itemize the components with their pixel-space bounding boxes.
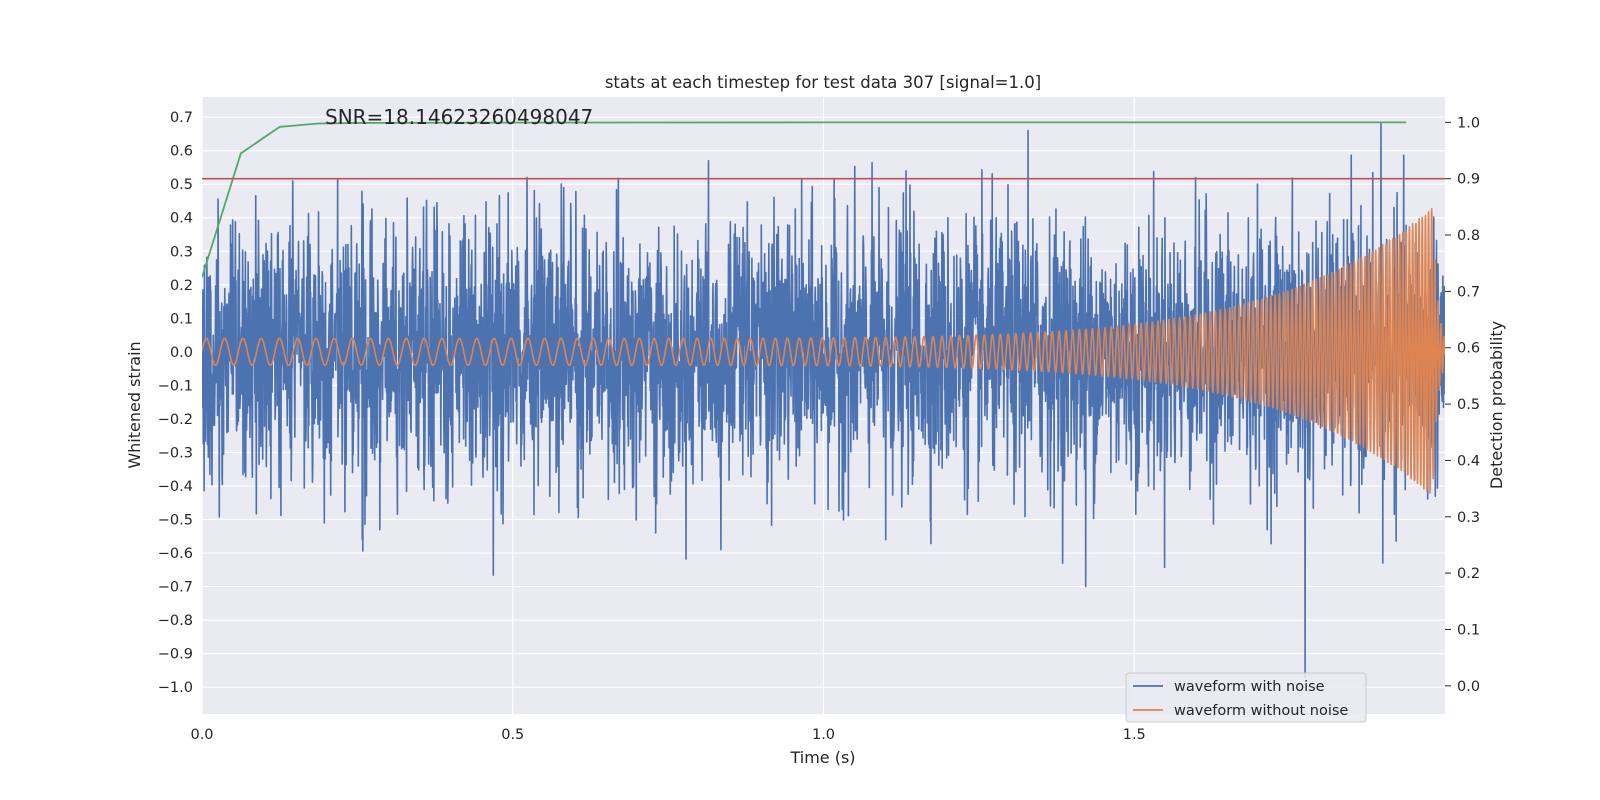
y-tick-label: −0.7 — [158, 580, 193, 596]
x-axis-label: Time (s) — [789, 748, 855, 767]
y-right-tick-label: 1.0 — [1457, 115, 1480, 131]
x-tick-label: 0.0 — [190, 727, 213, 743]
legend: waveform with noise waveform without noi… — [1125, 672, 1367, 723]
y-axis-label-right: Detection probability — [1487, 321, 1506, 489]
y-tick-label: −1.0 — [158, 680, 193, 696]
y-tick-label: 0.4 — [170, 211, 193, 227]
y-tick-label: −0.8 — [158, 613, 193, 629]
y-right-tick-label: 0.3 — [1457, 510, 1480, 526]
y-tick-label: −0.5 — [158, 513, 193, 529]
y-right-tick-label: 0.6 — [1457, 341, 1480, 357]
y-tick-label: −0.9 — [158, 647, 193, 663]
y-right-tick-label: 0.8 — [1457, 228, 1480, 244]
series-line-detection-probability — [202, 121, 1407, 278]
y-right-tick-label: 0.5 — [1457, 397, 1480, 413]
y-right-tick-label: 0.2 — [1457, 566, 1480, 582]
legend-box — [1125, 672, 1367, 723]
series-line-waveform-without-noise — [202, 208, 1445, 494]
x-axis-ticks: 0.0 0.5 1.0 1.5 — [190, 727, 1145, 743]
y-tick-label: 0.1 — [170, 311, 193, 327]
y-right-tick-label: 0.7 — [1457, 284, 1480, 300]
y-right-tick-label: 0.1 — [1457, 622, 1480, 638]
y-axis-right-ticks: 1.0 0.9 0.8 0.7 0.6 0.5 0.4 0.3 0.2 0.1 0.0 — [1445, 115, 1480, 695]
grid-lines — [201, 97, 1445, 714]
chart-title: stats at each timestep for test data 307… — [605, 73, 1041, 92]
x-tick-label: 0.5 — [501, 727, 524, 743]
y-axis-left-ticks: 0.7 0.6 0.5 0.4 0.3 0.2 0.1 0.0 −0.1 −0.2 −0.3 −0.4… — [158, 110, 193, 696]
legend-label-waveform-without-noise: waveform without noise — [1174, 703, 1348, 719]
y-tick-label: 0.0 — [170, 345, 193, 361]
y-tick-label: −0.4 — [158, 479, 193, 495]
y-right-tick-label: 0.9 — [1457, 172, 1480, 188]
y-right-tick-label: 0.4 — [1457, 453, 1480, 469]
snr-annotation: SNR=18.14623260498047 — [325, 105, 593, 129]
x-tick-label: 1.5 — [1123, 727, 1146, 743]
y-tick-label: −0.2 — [158, 412, 193, 428]
legend-label-waveform-with-noise: waveform with noise — [1174, 679, 1325, 695]
y-axis-label-left: Whitened strain — [125, 341, 144, 468]
y-tick-label: 0.2 — [170, 278, 193, 294]
y-right-tick-label: 0.0 — [1457, 679, 1480, 695]
y-tick-label: −0.1 — [158, 378, 193, 394]
y-tick-label: 0.6 — [170, 144, 193, 160]
y-tick-label: 0.5 — [170, 177, 193, 193]
y-tick-label: 0.7 — [170, 110, 193, 126]
y-tick-label: −0.3 — [158, 445, 193, 461]
x-tick-label: 1.0 — [812, 727, 835, 743]
y-tick-label: −0.6 — [158, 546, 193, 562]
y-tick-label: 0.3 — [170, 244, 193, 260]
